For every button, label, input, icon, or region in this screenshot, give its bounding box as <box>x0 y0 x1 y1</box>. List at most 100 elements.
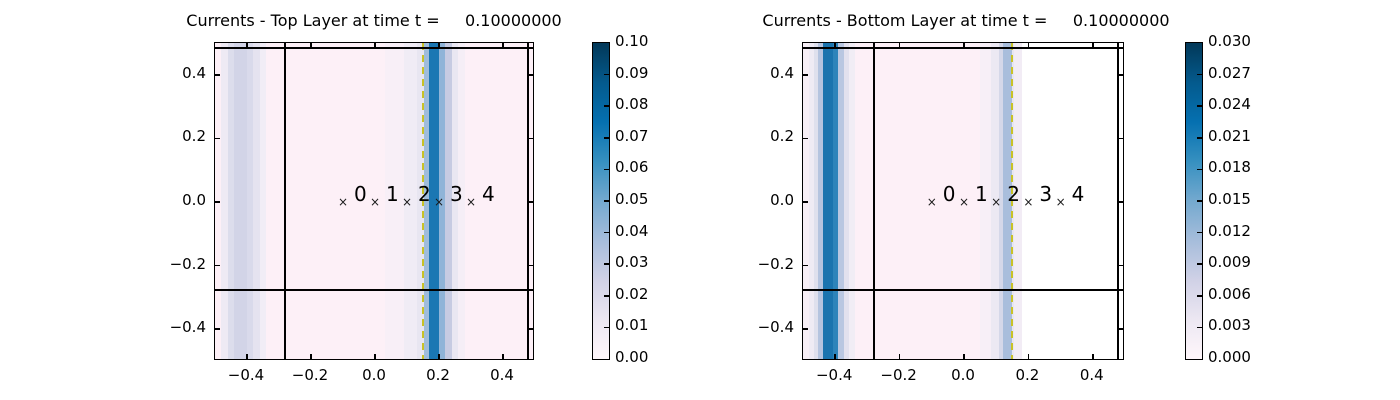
colorbar-tick-label: 0.10 <box>615 32 649 50</box>
amr-grid-line-vertical <box>526 43 529 359</box>
y-tick-label: 0.0 <box>770 191 794 209</box>
y-tick-mark <box>803 201 808 203</box>
colorbar-tick-mark <box>604 73 609 76</box>
field-band <box>403 43 417 359</box>
y-tick-label: 0.2 <box>770 127 794 146</box>
field-band <box>227 43 235 359</box>
field-band <box>832 43 838 359</box>
x-tick-mark <box>1027 43 1030 48</box>
x-tick-mark <box>310 354 312 359</box>
field-band <box>234 43 247 359</box>
colorbar-tick-label: 0.027 <box>1208 63 1251 82</box>
colorbar-tick-mark <box>604 295 609 297</box>
amr-grid-line-vertical <box>284 43 287 359</box>
gauge-label: 4 <box>482 182 495 206</box>
x-tick-mark <box>438 43 440 48</box>
gauge-label: 1 <box>386 182 399 206</box>
x-tick-mark <box>246 43 248 48</box>
y-tick-label: −0.2 <box>757 254 794 273</box>
x-tick-mark <box>963 354 965 359</box>
field-band <box>837 43 844 359</box>
y-tick-mark <box>528 137 533 140</box>
gauge-marker-icon: × <box>465 195 477 209</box>
y-tick-label: 0.4 <box>182 63 206 82</box>
y-tick-mark <box>215 201 220 203</box>
colorbar-tick-label: 0.03 <box>615 253 649 272</box>
gauge-marker-icon: × <box>401 195 413 209</box>
colorbar-gradient <box>1186 43 1202 359</box>
field-band <box>999 43 1004 359</box>
y-tick-mark <box>803 264 808 267</box>
x-tick-mark <box>502 43 504 48</box>
colorbar-tick-mark <box>1197 73 1202 76</box>
field-band <box>384 43 404 359</box>
colorbar-tick-label: 0.021 <box>1208 126 1251 145</box>
x-tick-label: −0.2 <box>880 366 917 384</box>
field-band <box>458 43 465 359</box>
field-band <box>416 43 424 359</box>
gauge-label: 3 <box>1039 182 1053 206</box>
colorbar-tick-mark <box>1197 137 1202 139</box>
x-tick-mark <box>963 43 965 48</box>
colorbar-tick-mark <box>1197 295 1202 297</box>
y-tick-label: −0.2 <box>169 254 206 273</box>
x-tick-label: −0.4 <box>227 366 265 384</box>
amr-grid-line-horizontal <box>215 46 533 49</box>
y-tick-label: 0.4 <box>770 63 794 82</box>
colorbar-tick-label: 0.07 <box>615 126 649 145</box>
x-tick-mark <box>438 354 440 359</box>
colorbar-tick-mark <box>604 105 609 107</box>
y-tick-mark <box>528 264 533 267</box>
subplot-title-bottom-layer: Currents - Bottom Layer at time t = 0.10… <box>762 11 1170 30</box>
field-band <box>259 43 267 359</box>
gauge-label: 3 <box>450 182 463 206</box>
x-tick-label: 0.0 <box>362 366 386 384</box>
x-tick-label: 0.2 <box>1015 366 1040 384</box>
y-tick-mark <box>1118 264 1123 267</box>
field-band <box>817 43 823 359</box>
x-tick-label: 0.0 <box>951 366 975 384</box>
y-tick-label: 0.0 <box>182 191 206 209</box>
field-band <box>809 43 814 359</box>
field-band <box>803 43 810 359</box>
dashed-interface-line <box>422 43 424 359</box>
field-band <box>1021 43 1123 359</box>
y-tick-mark <box>1118 74 1123 76</box>
field-band <box>423 43 430 359</box>
colorbar-tick-mark <box>1197 200 1202 202</box>
y-tick-mark <box>1118 328 1123 330</box>
colorbar-tick-mark <box>604 326 609 329</box>
colorbar-tick-label: 0.09 <box>615 63 649 82</box>
colorbar-tick-label: 0.030 <box>1208 32 1251 50</box>
colorbar-tick-mark <box>1197 263 1202 265</box>
y-tick-mark <box>803 137 808 140</box>
dashed-interface-line <box>1011 43 1014 359</box>
colorbar-tick-mark <box>1197 105 1202 107</box>
field-band <box>1014 43 1022 359</box>
x-tick-mark <box>374 43 376 48</box>
gauge-label: 0 <box>354 182 367 206</box>
field-band <box>1003 43 1013 359</box>
x-tick-mark <box>1027 354 1030 359</box>
colorbar-tick-label: 0.08 <box>615 95 649 114</box>
amr-grid-line-horizontal <box>215 289 533 292</box>
y-tick-mark <box>528 328 533 330</box>
gauge-marker-icon: × <box>433 195 445 209</box>
y-tick-label: −0.4 <box>169 318 206 337</box>
gauge-marker-icon: × <box>1023 195 1034 209</box>
y-tick-label: −0.4 <box>757 318 794 337</box>
x-tick-mark <box>246 354 248 359</box>
gauge-marker-icon: × <box>1055 195 1066 209</box>
y-tick-mark <box>1118 137 1123 140</box>
y-tick-mark <box>1118 201 1123 203</box>
colorbar-tick-label: 0.000 <box>1208 348 1251 366</box>
field-band <box>813 43 818 359</box>
amr-grid-line-horizontal <box>803 46 1123 49</box>
gauge-marker-icon: × <box>369 195 381 209</box>
subplot-title-top-layer: Currents - Top Layer at time t = 0.10000… <box>186 11 562 30</box>
x-tick-mark <box>310 43 312 48</box>
gauge-label: 2 <box>1007 182 1020 206</box>
field-band <box>445 43 452 359</box>
axes-top-layer: × 0 × 1 × 2 × 3 × 4 <box>214 42 534 360</box>
